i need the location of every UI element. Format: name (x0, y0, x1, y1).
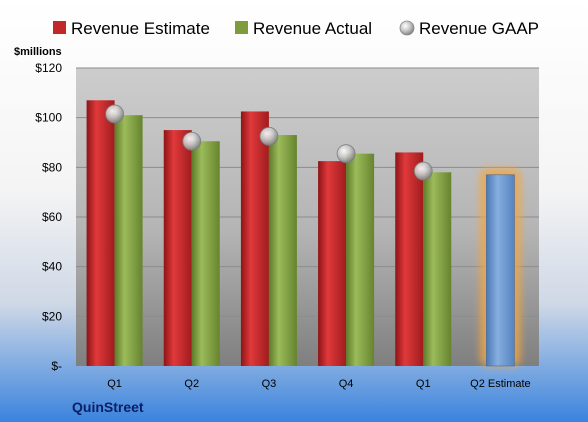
bar-q2-estimate (486, 174, 515, 367)
y-tick-label: $20 (42, 309, 62, 323)
bar-revenue-estimate (395, 152, 424, 366)
x-tick-label: Q1 (416, 378, 431, 390)
y-axis-label: $millions (14, 46, 62, 58)
x-tick-label: Q1 (107, 378, 122, 390)
marker-revenue-gaap (105, 104, 124, 124)
bar-revenue-estimate (163, 130, 192, 366)
legend-item-actual: Revenue Actual (235, 19, 372, 38)
y-axis-ticks: $- $20 $40 $60 $80 $100 $120 (35, 61, 62, 373)
marker-revenue-gaap (413, 161, 433, 181)
company-name: QuinStreet (72, 399, 144, 415)
legend-marker-gaap (399, 20, 415, 36)
bar-revenue-estimate (240, 111, 269, 366)
legend-swatch-actual (235, 21, 248, 34)
bar-revenue-actual (114, 115, 143, 366)
x-tick-label: Q4 (339, 378, 354, 390)
y-tick-label: $120 (35, 61, 62, 75)
bar-revenue-actual (191, 141, 220, 366)
x-tick-label: Q2 Estimate (470, 378, 531, 390)
legend-item-estimate: Revenue Estimate (53, 19, 210, 38)
legend-item-gaap: Revenue GAAP (399, 19, 539, 38)
marker-revenue-gaap (336, 144, 356, 164)
gridlines (76, 67, 539, 317)
legend-label-estimate: Revenue Estimate (71, 19, 210, 38)
legend-label-gaap: Revenue GAAP (419, 19, 539, 38)
y-tick-label: $40 (42, 260, 62, 274)
x-axis-ticks: Q1 Q2 Q3 Q4 Q1 Q2 Estimate (107, 378, 530, 390)
x-tick-label: Q2 (184, 378, 199, 390)
bar-revenue-actual (268, 135, 297, 366)
y-tick-label: $80 (42, 160, 62, 174)
marker-revenue-gaap (259, 126, 279, 146)
legend: Revenue Estimate Revenue Actual Revenue … (53, 19, 539, 38)
y-tick-label: $100 (35, 111, 62, 125)
marker-revenue-gaap (182, 131, 202, 151)
legend-swatch-estimate (53, 21, 66, 34)
bar-revenue-estimate (86, 100, 115, 367)
x-tick-label: Q3 (262, 378, 277, 390)
bar-revenue-actual (423, 172, 452, 366)
bars (86, 100, 521, 367)
y-tick-label: $60 (42, 210, 62, 224)
bar-revenue-actual (346, 153, 375, 366)
gaap-markers (105, 104, 433, 181)
legend-label-actual: Revenue Actual (253, 19, 372, 38)
y-tick-label: $- (51, 359, 62, 373)
bar-revenue-estimate (318, 161, 347, 366)
